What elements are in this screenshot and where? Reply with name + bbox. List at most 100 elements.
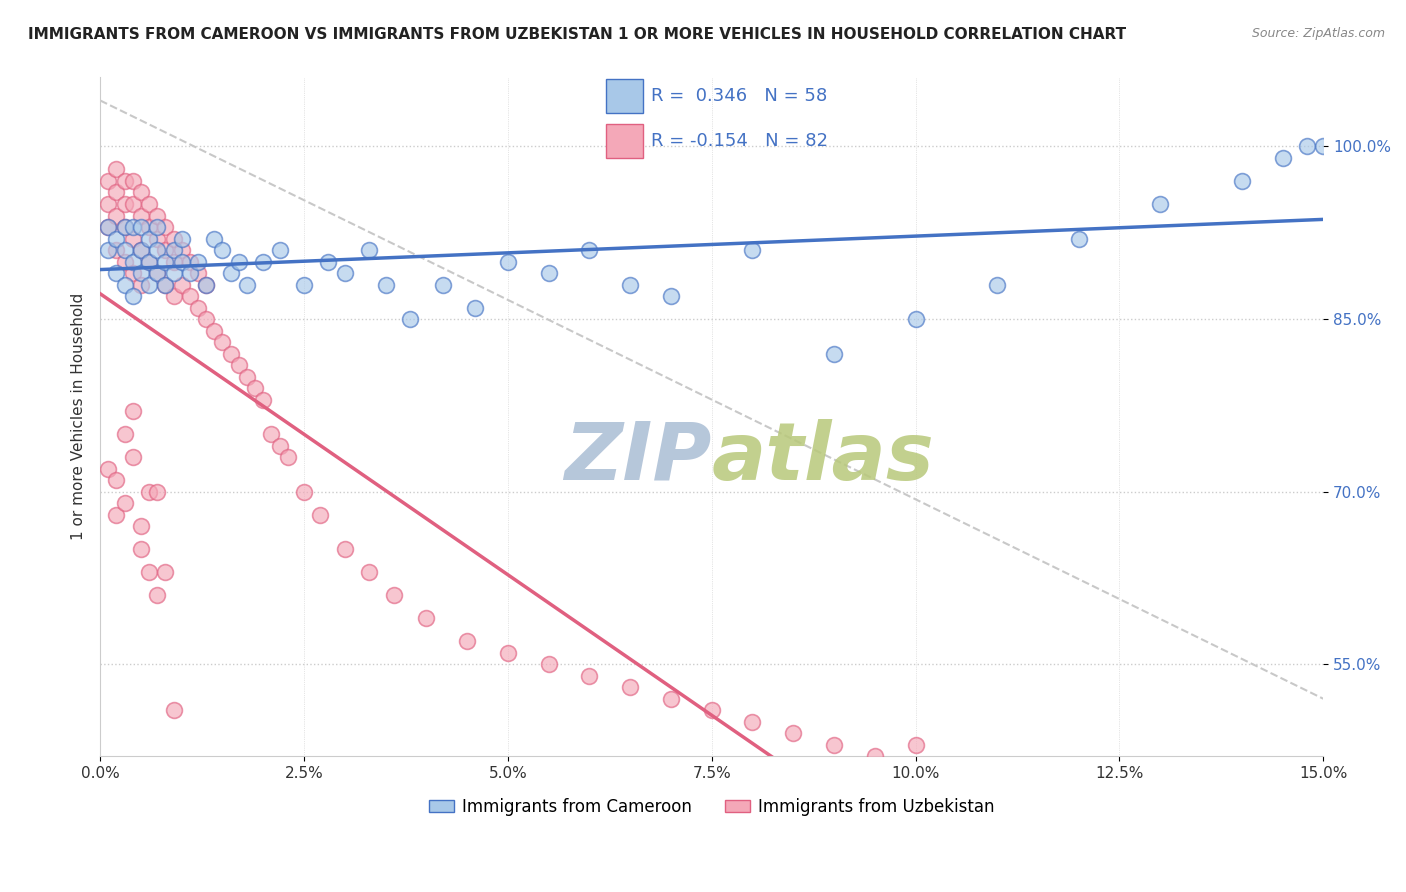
Point [155,254,177,268]
Point [211,334,233,349]
Point [187,301,209,315]
Point [195,277,218,292]
Point [863,749,886,764]
Point [138,484,160,499]
Point [138,231,160,245]
Point [105,209,128,223]
Point [129,209,152,223]
Point [619,680,641,694]
Point [578,243,600,257]
Point [121,254,143,268]
Point [162,231,184,245]
Point [155,219,177,234]
Point [121,289,143,303]
Point [97,243,120,257]
Text: R =  0.346   N = 58: R = 0.346 N = 58 [651,87,827,104]
Point [228,254,250,268]
Point [97,461,120,475]
Point [105,231,128,245]
Point [138,254,160,268]
Text: R = -0.154   N = 82: R = -0.154 N = 82 [651,132,828,150]
Point [114,219,136,234]
Point [105,186,128,200]
Point [129,519,152,533]
Point [138,197,160,211]
Text: ZIP: ZIP [564,418,711,497]
Point [114,243,136,257]
Point [121,450,143,464]
Point [97,219,120,234]
Point [121,197,143,211]
Point [333,542,356,557]
Point [179,266,201,280]
Point [155,277,177,292]
Legend: Immigrants from Cameroon, Immigrants from Uzbekistan: Immigrants from Cameroon, Immigrants fro… [422,791,1001,822]
Point [464,301,486,315]
Point [146,588,169,602]
Point [187,254,209,268]
Point [904,738,927,752]
Text: Source: ZipAtlas.com: Source: ZipAtlas.com [1251,27,1385,40]
Point [129,266,152,280]
Point [252,254,274,268]
Point [1230,174,1253,188]
Point [456,634,478,648]
Text: atlas: atlas [711,418,935,497]
Point [170,243,193,257]
Point [129,243,152,257]
Point [121,219,143,234]
Point [243,381,266,395]
Point [105,243,128,257]
Point [138,219,160,234]
Point [741,243,763,257]
Point [382,588,405,602]
Point [179,254,201,268]
Point [432,277,454,292]
Point [700,703,723,717]
Point [537,657,560,672]
Point [155,277,177,292]
Point [496,254,519,268]
Point [1149,197,1171,211]
Point [219,266,242,280]
Point [659,691,682,706]
Point [146,219,169,234]
Point [105,473,128,487]
Point [269,439,291,453]
Point [309,508,332,522]
Point [659,289,682,303]
Point [1312,139,1334,153]
Point [114,219,136,234]
Point [162,289,184,303]
Point [121,404,143,418]
Point [359,565,381,579]
Point [782,726,804,740]
Point [236,277,259,292]
Point [138,565,160,579]
Point [114,174,136,188]
Point [496,646,519,660]
Point [146,243,169,257]
Point [146,266,169,280]
Point [260,427,283,442]
Bar [606,78,643,112]
Point [97,219,120,234]
Point [129,277,152,292]
Point [121,174,143,188]
Point [1067,231,1090,245]
Point [195,312,218,326]
Point [129,542,152,557]
Point [277,450,299,464]
Point [292,277,315,292]
Point [97,174,120,188]
Point [318,254,340,268]
Point [114,254,136,268]
Point [105,162,128,177]
Point [823,346,845,360]
Point [741,714,763,729]
Point [146,231,169,245]
Point [114,197,136,211]
Point [162,266,184,280]
Point [202,231,225,245]
Point [195,277,218,292]
